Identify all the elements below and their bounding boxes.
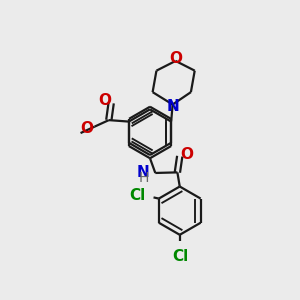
Text: Cl: Cl bbox=[129, 188, 145, 203]
Text: O: O bbox=[169, 51, 182, 66]
Text: H: H bbox=[138, 171, 149, 185]
Text: O: O bbox=[181, 147, 194, 162]
Text: Cl: Cl bbox=[172, 249, 188, 264]
Text: O: O bbox=[80, 122, 93, 136]
Text: N: N bbox=[137, 165, 149, 180]
Text: O: O bbox=[98, 93, 111, 108]
Text: N: N bbox=[167, 99, 180, 114]
